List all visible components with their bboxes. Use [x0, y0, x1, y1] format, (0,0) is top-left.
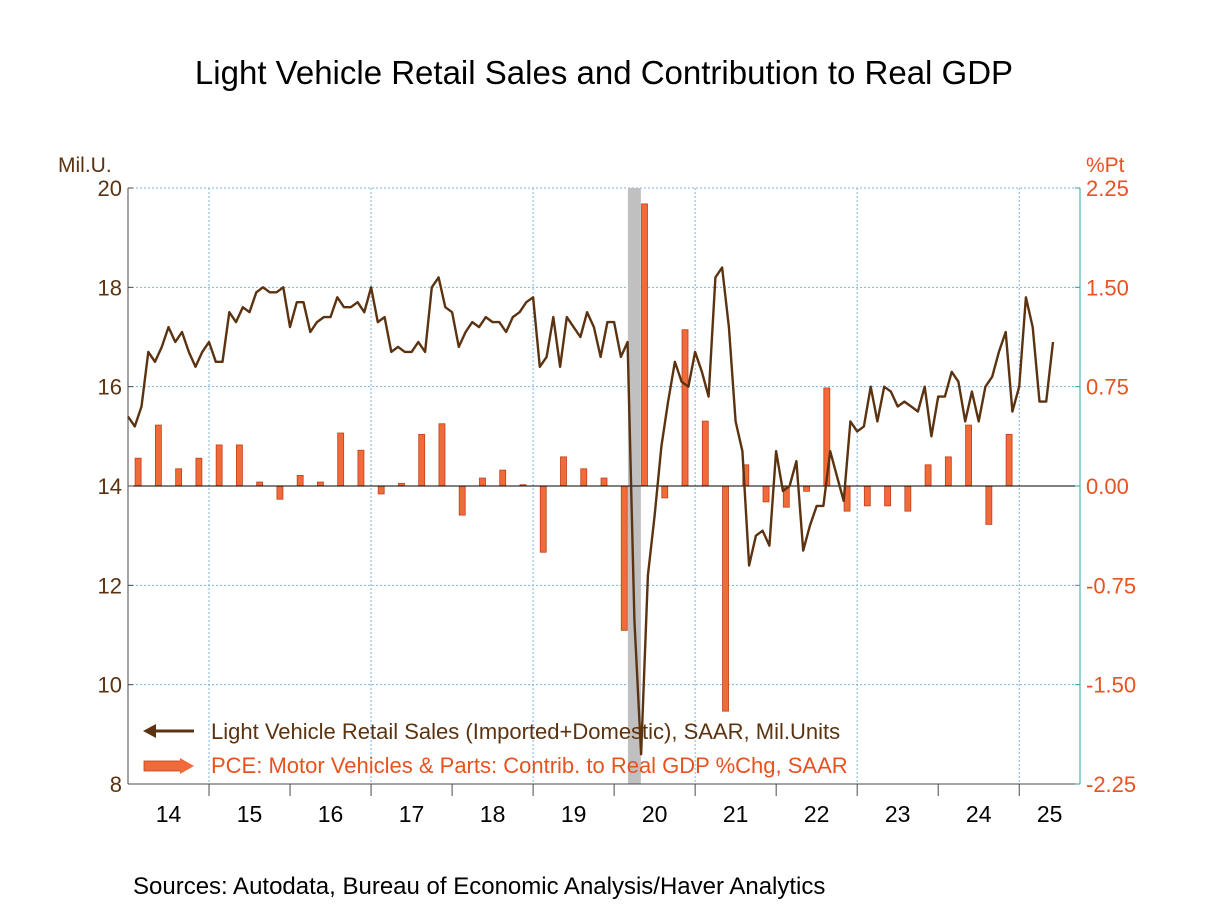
- bar: [580, 468, 588, 487]
- legend-line-arrowhead: [143, 724, 156, 738]
- right-tick-label: 2.25: [1086, 176, 1129, 201]
- right-tick-label: 1.50: [1086, 275, 1129, 300]
- right-tick-label: -2.25: [1086, 772, 1136, 797]
- bar: [661, 485, 669, 499]
- left-tick-label: 16: [98, 375, 122, 400]
- left-tick-label: 8: [110, 772, 122, 797]
- x-tick-label: 15: [237, 801, 263, 827]
- bar: [1005, 433, 1013, 487]
- x-tick-label: 21: [723, 801, 749, 827]
- legend-bar-swatch: [143, 760, 185, 772]
- bar: [377, 485, 385, 495]
- right-tick-label: 0.00: [1086, 474, 1129, 499]
- x-tick-label: 20: [642, 801, 668, 827]
- legend-bar-label: PCE: Motor Vehicles & Parts: Contrib. to…: [211, 753, 848, 778]
- bar: [620, 485, 628, 631]
- x-tick-label: 23: [885, 801, 911, 827]
- right-tick-label: 0.75: [1086, 375, 1129, 400]
- bar: [722, 485, 729, 712]
- axis-ticks: 20 18 16 14 12 10 8 2.25 1.50 0.75 0.00 -0.75 -1.50 -…: [98, 176, 1137, 827]
- bar: [701, 420, 709, 487]
- left-tick-label: 18: [98, 275, 122, 300]
- sales-line: [127, 266, 1055, 756]
- left-tick-label: 12: [98, 573, 122, 598]
- chart-title: Light Vehicle Retail Sales and Contribut…: [195, 54, 1013, 91]
- bar: [418, 433, 426, 487]
- x-tick-label: 18: [480, 801, 506, 827]
- bar: [539, 485, 547, 553]
- right-tick-label: -1.50: [1086, 673, 1136, 698]
- bar: [438, 423, 446, 487]
- bar: [134, 457, 142, 487]
- right-axis-unit: %Pt: [1086, 154, 1125, 177]
- bar: [681, 329, 689, 487]
- bar: [357, 449, 365, 487]
- bar: [600, 477, 608, 487]
- bar: [337, 432, 345, 487]
- x-tick-label: 19: [561, 801, 587, 827]
- x-tick-label: 14: [156, 801, 182, 827]
- bar: [175, 468, 183, 487]
- bar: [215, 444, 223, 487]
- bar: [762, 485, 770, 503]
- x-tick-label: 25: [1037, 801, 1063, 827]
- bar: [560, 456, 567, 487]
- bar: [884, 485, 891, 507]
- bar: [276, 485, 284, 500]
- bar-series: [134, 203, 1013, 712]
- bar: [479, 477, 486, 487]
- bar: [317, 481, 324, 487]
- bar: [641, 203, 648, 487]
- left-tick-label: 14: [98, 474, 122, 499]
- bar: [985, 485, 993, 525]
- left-axis-unit: Mil.U.: [58, 154, 112, 177]
- legend-line-label: Light Vehicle Retail Sales (Imported+Dom…: [211, 719, 840, 744]
- bar: [924, 464, 932, 487]
- legend-bar-marker: [143, 758, 194, 774]
- x-tick-label: 22: [804, 801, 830, 827]
- bar: [256, 481, 264, 487]
- legend-line-marker: [143, 724, 194, 738]
- bar: [296, 475, 304, 487]
- x-tick-label: 17: [399, 801, 425, 827]
- bar: [944, 456, 952, 487]
- left-tick-label: 10: [98, 673, 122, 698]
- bar: [458, 485, 466, 516]
- bar: [965, 424, 972, 487]
- bar: [904, 485, 912, 512]
- bar: [863, 485, 871, 507]
- bar: [803, 485, 810, 492]
- left-tick-label: 20: [98, 176, 122, 201]
- bar: [195, 457, 203, 487]
- x-tick-label: 24: [966, 801, 992, 827]
- right-tick-label: -0.75: [1086, 573, 1136, 598]
- bar: [499, 469, 507, 487]
- source-note: Sources: Autodata, Bureau of Economic An…: [133, 873, 825, 900]
- bar: [154, 424, 162, 487]
- x-tick-label: 16: [318, 801, 344, 827]
- legend-bar-arrowhead: [180, 758, 194, 774]
- bar: [236, 444, 243, 487]
- legend: Light Vehicle Retail Sales (Imported+Dom…: [143, 719, 848, 778]
